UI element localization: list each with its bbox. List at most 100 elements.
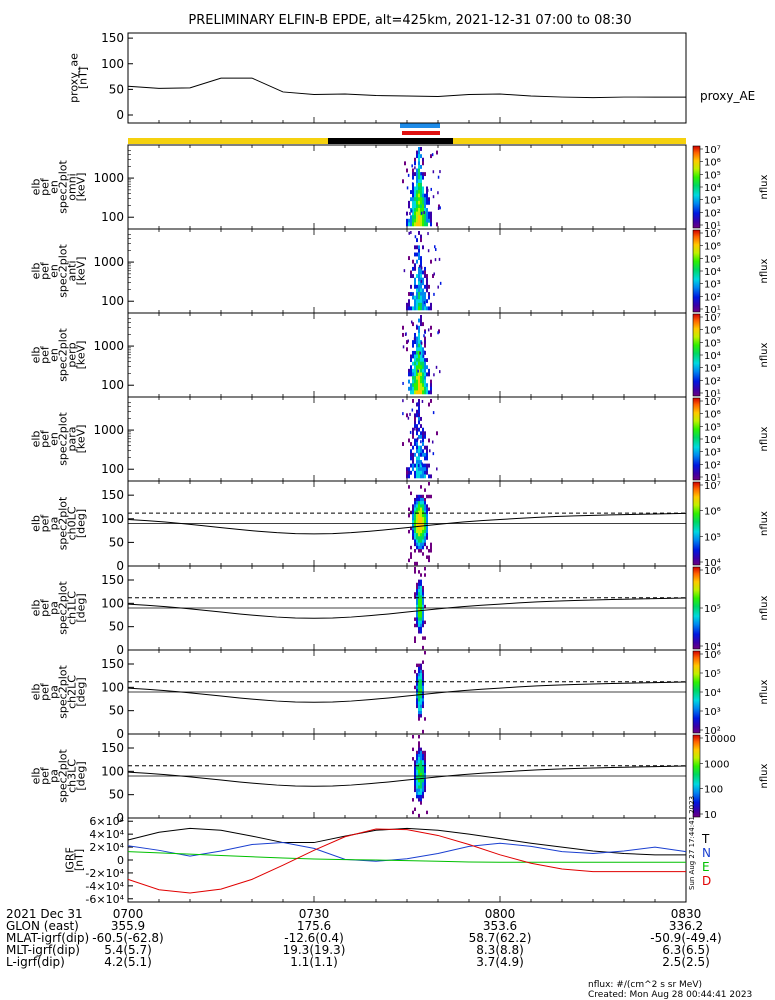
spectrogram-cell [420,750,422,755]
spectrogram-cell [418,416,420,421]
spectrogram-cell [424,772,426,777]
spectrogram-cell [416,211,418,216]
spectrogram-cell [412,193,414,198]
spectrogram-cell [420,623,422,628]
y-axis-label-line: proxy_ae [68,53,81,103]
colorbar [692,397,701,481]
spectrogram-speck [417,464,420,468]
spectrogram-speck [427,232,429,236]
spectrogram-cell [412,190,414,194]
igrf-legend-E: E [702,860,710,874]
spectrogram-cell [414,424,416,429]
loss-cone-line [127,512,687,535]
spectrogram-cell [420,779,422,783]
y-tick-label: 150 [101,488,124,502]
spectrogram-cell [422,434,424,439]
spectrogram-cell [416,245,418,250]
spectrogram-cell [412,757,414,761]
spectrogram-cell [416,175,418,180]
spectrogram-cell [418,673,420,677]
spectrogram-cell [422,685,424,690]
spectrogram-cell [412,340,414,345]
row-value: -12.6(0.4) [284,931,344,945]
spectrogram-speck [404,333,407,337]
y-axis-label-line: ch3LC [66,759,79,793]
spectrogram-cell [418,772,420,777]
spectrogram-cell [418,460,420,464]
spectrogram-cell [416,526,418,531]
spectrogram-cell [412,452,414,457]
spectrogram-cell [414,510,416,515]
spectrogram-cell [426,193,428,198]
spectrogram-cell [414,383,416,388]
spectrogram-cell [414,639,416,643]
spectrogram-speck [409,412,411,416]
spectrogram-cell [412,295,414,300]
spectrogram-cell [418,456,420,461]
spectrogram-cell [424,376,426,380]
spectrogram-cell [424,372,426,377]
spectrogram-cell [424,470,426,475]
spectrogram-cell [418,354,420,359]
spectrogram-cell [414,617,416,621]
spectrogram-cell [420,523,422,527]
spectrogram-cell [418,256,420,261]
spectrogram-speck [419,351,421,355]
colorbar-tick-label: 10⁷ [704,313,721,324]
spectrogram-cell [420,769,422,774]
spectrogram-cell [418,190,420,194]
spectrogram-cell [414,350,416,355]
spectrogram-cell [416,614,418,618]
spectrogram-cell [414,354,416,359]
spectrogram-cell [422,427,424,432]
spectrogram-cell [416,598,418,602]
row-label: MLAT-igrf(dip) [6,931,89,945]
spectrogram-cell [422,211,424,216]
spectrogram-cell [412,520,414,524]
y-tick-label: 100 [101,512,124,526]
spectrogram-cell [406,340,408,345]
spectrogram-cell [424,513,426,518]
spectrogram-cell [422,361,424,366]
spectrogram-speck [422,354,425,358]
colorbar-tick-label: 10⁶ [704,410,721,421]
side-stamp: Sun Aug 27 17:44:41 2023 [688,796,696,890]
spectrogram-cell [410,368,412,373]
spectrogram-speck [420,279,423,283]
spectrogram-cell [424,390,426,395]
spectrogram-cell [420,582,422,587]
spectrogram-cell [426,288,428,293]
spectrogram-cell [420,390,422,395]
spectrogram-cell [418,332,420,337]
spectrogram-cell [420,710,422,715]
spectrogram-cell [406,168,408,173]
spectrogram-cell [420,347,422,352]
spectrogram-cell [416,168,418,173]
spectrogram-cell [418,545,420,550]
spectrogram-speck [431,440,434,444]
spectrogram-cell [420,281,422,286]
y-axis-label-line: spec2plot [57,412,70,466]
igrf-line-D [127,828,686,894]
spectrogram-cell [422,288,424,293]
spectrogram-cell [422,449,424,454]
spectrogram-cell [422,753,424,758]
spectrogram-cell [406,470,408,475]
spectrogram-cell [408,204,410,209]
y-tick-label: 6×10⁴ [89,815,124,828]
spectrogram-cell [416,372,418,377]
spectrogram-cell [416,449,418,454]
spectrogram-cell [416,442,418,446]
spectrogram-cell [418,813,420,818]
spectrogram-cell [418,520,420,524]
spectrogram-cell [422,507,424,512]
spectrogram-cell [414,623,416,628]
spectrogram-cell [422,390,424,395]
spectrogram-cell [410,452,412,457]
spectrogram-cell [422,379,424,384]
y-axis-label-line: elb [30,179,43,196]
spectrogram-cell [422,438,424,443]
spectrogram-cell [418,211,420,216]
spectrogram-cell [422,791,424,796]
row-value: 355.9 [111,919,145,933]
